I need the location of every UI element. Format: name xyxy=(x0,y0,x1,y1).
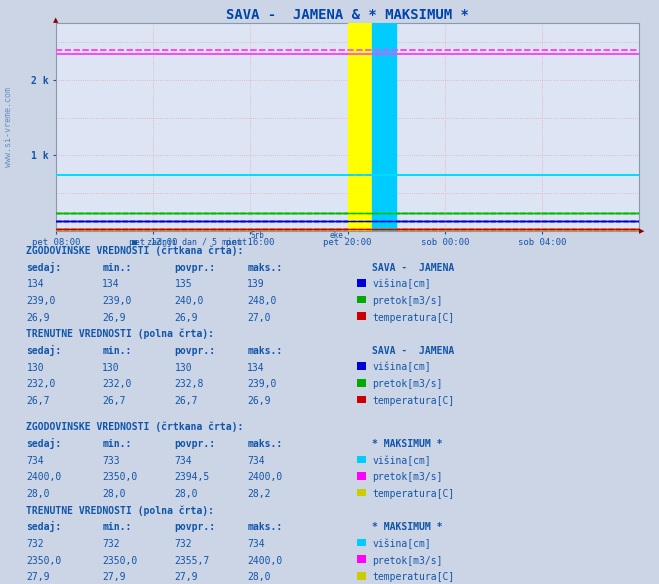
Text: višina[cm]: višina[cm] xyxy=(372,456,431,466)
Text: 28,0: 28,0 xyxy=(102,489,126,499)
Text: 2400,0: 2400,0 xyxy=(247,555,282,566)
Text: pretok[m3/s]: pretok[m3/s] xyxy=(372,379,443,389)
Text: min.:: min.: xyxy=(102,263,132,273)
Text: 26,9: 26,9 xyxy=(102,312,126,322)
Text: višina[cm]: višina[cm] xyxy=(372,279,431,289)
Text: eke.: eke. xyxy=(330,231,348,239)
Text: 734: 734 xyxy=(247,539,265,549)
Text: min.:: min.: xyxy=(102,522,132,533)
Text: Srb: Srb xyxy=(250,231,264,239)
Text: 134: 134 xyxy=(102,279,120,289)
Text: ZGODOVINSKE VREDNOSTI (črtkana črta):: ZGODOVINSKE VREDNOSTI (črtkana črta): xyxy=(26,245,244,256)
Text: povpr.:: povpr.: xyxy=(175,439,215,449)
Text: SAVA -  JAMENA: SAVA - JAMENA xyxy=(372,346,455,356)
Text: ZGODOVINSKE VREDNOSTI (črtkana črta):: ZGODOVINSKE VREDNOSTI (črtkana črta): xyxy=(26,422,244,433)
Text: temperatura[C]: temperatura[C] xyxy=(372,489,455,499)
Text: 27,0: 27,0 xyxy=(247,312,271,322)
Text: višina[cm]: višina[cm] xyxy=(372,538,431,549)
Bar xyxy=(372,23,396,231)
Text: maks.:: maks.: xyxy=(247,346,282,356)
Text: 139: 139 xyxy=(247,279,265,289)
Text: 732: 732 xyxy=(26,539,44,549)
Text: www.si-vreme.com: www.si-vreme.com xyxy=(4,87,13,167)
Text: 248,0: 248,0 xyxy=(247,296,277,306)
Text: 27,9: 27,9 xyxy=(26,572,50,582)
Text: 734: 734 xyxy=(26,456,44,466)
Text: sedaj:: sedaj: xyxy=(26,345,61,356)
Text: 26,7: 26,7 xyxy=(175,396,198,406)
Text: min.:: min.: xyxy=(102,439,132,449)
Text: 26,9: 26,9 xyxy=(26,312,50,322)
Text: 239,0: 239,0 xyxy=(247,379,277,389)
Text: 2355,7: 2355,7 xyxy=(175,555,210,566)
Text: sedaj:: sedaj: xyxy=(26,522,61,533)
Text: 135: 135 xyxy=(175,279,192,289)
Text: 2350,0: 2350,0 xyxy=(102,555,137,566)
Text: temperatura[C]: temperatura[C] xyxy=(372,396,455,406)
Text: 734: 734 xyxy=(175,456,192,466)
Text: 28,0: 28,0 xyxy=(26,489,50,499)
Text: 27,9: 27,9 xyxy=(175,572,198,582)
Text: 2400,0: 2400,0 xyxy=(26,472,61,482)
Text: 2350,0: 2350,0 xyxy=(102,472,137,482)
Text: 27,9: 27,9 xyxy=(102,572,126,582)
Text: 732: 732 xyxy=(175,539,192,549)
Text: maks.:: maks.: xyxy=(247,439,282,449)
Text: 26,7: 26,7 xyxy=(102,396,126,406)
Text: * MAKSIMUM *: * MAKSIMUM * xyxy=(372,522,443,533)
Text: 28,2: 28,2 xyxy=(247,489,271,499)
Text: TRENUTNE VREDNOSTI (polna črta):: TRENUTNE VREDNOSTI (polna črta): xyxy=(26,329,214,339)
Text: ▶: ▶ xyxy=(639,228,645,234)
Text: 130: 130 xyxy=(102,363,120,373)
Text: 232,8: 232,8 xyxy=(175,379,204,389)
Text: SAVA -  JAMENA: SAVA - JAMENA xyxy=(372,263,455,273)
Text: maks.:: maks.: xyxy=(247,263,282,273)
Text: 734: 734 xyxy=(247,456,265,466)
Text: 239,0: 239,0 xyxy=(102,296,132,306)
Text: 26,7: 26,7 xyxy=(26,396,50,406)
Text: sedaj:: sedaj: xyxy=(26,438,61,449)
Text: temperatura[C]: temperatura[C] xyxy=(372,572,455,582)
Text: 130: 130 xyxy=(26,363,44,373)
Text: povpr.:: povpr.: xyxy=(175,263,215,273)
Text: povpr.:: povpr.: xyxy=(175,522,215,533)
Text: maks.:: maks.: xyxy=(247,522,282,533)
Text: min.:: min.: xyxy=(102,346,132,356)
Text: 239,0: 239,0 xyxy=(26,296,56,306)
Text: 733: 733 xyxy=(102,456,120,466)
Text: sedaj:: sedaj: xyxy=(26,262,61,273)
Text: povpr.:: povpr.: xyxy=(175,346,215,356)
Text: 28,0: 28,0 xyxy=(175,489,198,499)
Text: 2394,5: 2394,5 xyxy=(175,472,210,482)
Text: * MAKSIMUM *: * MAKSIMUM * xyxy=(372,439,443,449)
Text: 130: 130 xyxy=(175,363,192,373)
Text: 732: 732 xyxy=(102,539,120,549)
Text: 2350,0: 2350,0 xyxy=(26,555,61,566)
Text: 232,0: 232,0 xyxy=(26,379,56,389)
Text: pretok[m3/s]: pretok[m3/s] xyxy=(372,472,443,482)
Text: 28,0: 28,0 xyxy=(247,572,271,582)
Text: višina[cm]: višina[cm] xyxy=(372,362,431,373)
Text: 26,9: 26,9 xyxy=(175,312,198,322)
Text: 134: 134 xyxy=(26,279,44,289)
Text: temperatura[C]: temperatura[C] xyxy=(372,312,455,322)
Text: pretok[m3/s]: pretok[m3/s] xyxy=(372,296,443,306)
Text: 2400,0: 2400,0 xyxy=(247,472,282,482)
Text: 26,9: 26,9 xyxy=(247,396,271,406)
Text: 134: 134 xyxy=(247,363,265,373)
Title: SAVA -  JAMENA & * MAKSIMUM *: SAVA - JAMENA & * MAKSIMUM * xyxy=(226,8,469,22)
Text: ▲: ▲ xyxy=(53,18,59,23)
Text: 240,0: 240,0 xyxy=(175,296,204,306)
Text: ■  zadnji dan / 5 minut.: ■ zadnji dan / 5 minut. xyxy=(132,238,252,247)
Text: 232,0: 232,0 xyxy=(102,379,132,389)
Text: pretok[m3/s]: pretok[m3/s] xyxy=(372,555,443,566)
Text: TRENUTNE VREDNOSTI (polna črta):: TRENUTNE VREDNOSTI (polna črta): xyxy=(26,505,214,516)
Bar xyxy=(348,23,372,231)
